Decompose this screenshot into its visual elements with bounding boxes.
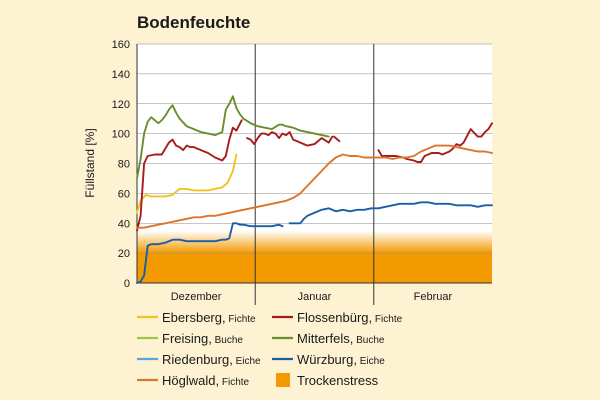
y-tick-label: 160	[112, 39, 130, 51]
y-tick-label: 40	[118, 218, 130, 230]
legend-label: Ebersberg, Fichte	[162, 310, 256, 325]
legend-label: Riedenburg, Eiche	[162, 352, 261, 367]
legend-item-mitterfels: Mitterfels, Buche	[272, 331, 385, 346]
axes: 0 20 40 60 80 100 120 140 160 Dezember Januar Febru…	[112, 39, 492, 305]
series-line-ebersberg	[136, 153, 238, 214]
series-line-mitterfels	[136, 95, 330, 180]
y-tick-label: 20	[118, 248, 130, 260]
stress-zone-gradient	[137, 230, 492, 254]
chart-title: Bodenfeuchte	[137, 13, 250, 32]
series-line-flossenbuerg	[246, 131, 334, 147]
legend-label: Freising, Buche	[162, 331, 243, 346]
y-tick-label: 0	[124, 278, 130, 290]
y-axis-label: Füllstand [%]	[83, 128, 97, 197]
y-tick-label: 80	[118, 159, 130, 171]
legend: Ebersberg, Fichte Flossenbürg, Fichte Frei…	[137, 310, 403, 388]
series-line-wuerzburg	[288, 201, 493, 225]
legend-swatch	[276, 373, 290, 387]
series-lines	[136, 95, 493, 284]
legend-item-hoeglwald: Höglwald, Fichte	[137, 373, 250, 388]
y-tick-label: 120	[112, 99, 130, 111]
x-tick-label: Januar	[298, 291, 332, 303]
y-tick-label: 60	[118, 188, 130, 200]
legend-item-wuerzburg: Würzburg, Eiche	[272, 352, 385, 367]
legend-label: Trockenstress	[297, 373, 379, 388]
legend-item-freising: Freising, Buche	[137, 331, 243, 346]
legend-item-ebersberg: Ebersberg, Fichte	[137, 310, 256, 325]
series-line-hoeglwald	[136, 144, 493, 229]
legend-label: Würzburg, Eiche	[297, 352, 385, 367]
series-line-flossenbuerg	[136, 119, 243, 232]
legend-item-flossenbuerg: Flossenbürg, Fichte	[272, 310, 403, 325]
x-tick-label: Dezember	[171, 291, 222, 303]
legend-label: Flossenbürg, Fichte	[297, 310, 403, 325]
legend-label: Mitterfels, Buche	[297, 331, 385, 346]
x-tick-label: Februar	[414, 291, 453, 303]
legend-item-trockenstress: Trockenstress	[276, 373, 379, 388]
series-line-wuerzburg	[136, 222, 284, 284]
legend-item-riedenburg: Riedenburg, Eiche	[137, 352, 261, 367]
y-tick-label: 140	[112, 69, 130, 81]
y-tick-label: 100	[112, 129, 130, 141]
series-line-flossenbuerg	[333, 135, 341, 143]
legend-label: Höglwald, Fichte	[162, 373, 250, 388]
stress-zone	[137, 253, 492, 283]
